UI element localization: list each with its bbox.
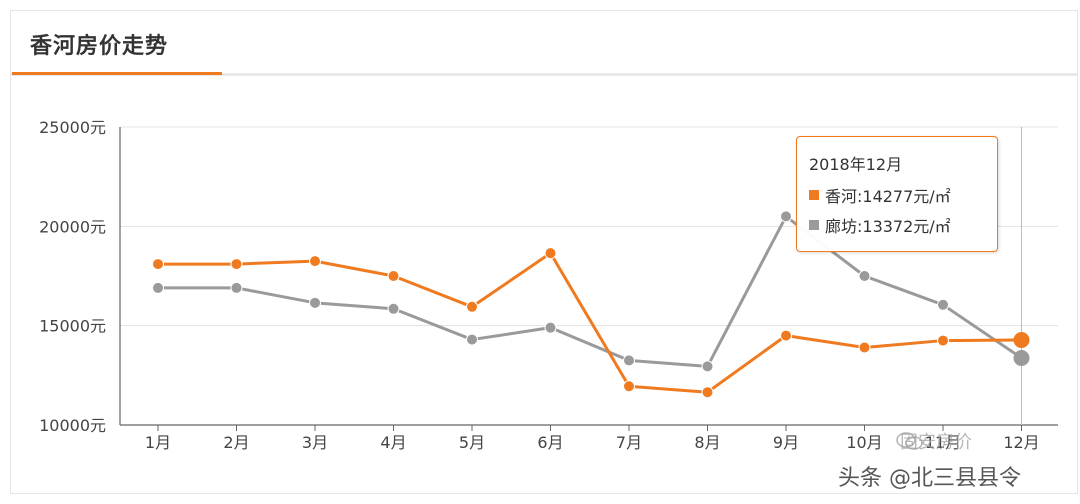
- data-point-xianghe: [152, 258, 164, 271]
- x-tick-label: 6月: [537, 433, 563, 452]
- wechat-icon: [896, 432, 923, 450]
- tooltip-row-xianghe: 香河:14277元/㎡: [809, 183, 985, 207]
- data-point-xianghe: [387, 270, 400, 282]
- page-title: 香河房价走势: [30, 34, 169, 59]
- data-point-langfang: [780, 210, 792, 223]
- data-point-langfang: [937, 298, 949, 311]
- tooltip-row-langfang: 廊坊:13372元/㎡: [809, 213, 985, 237]
- data-point-langfang: [623, 354, 635, 367]
- data-point-langfang: [466, 333, 478, 346]
- y-tick-label: 15000元: [39, 317, 106, 336]
- data-point-langfang: [230, 281, 243, 294]
- chart-tooltip: 2018年12月 香河:14277元/㎡ 廊坊:13372元/㎡: [796, 136, 998, 252]
- data-point-langfang: [387, 302, 400, 315]
- chart-card: [10, 10, 1078, 494]
- data-point-xianghe: [623, 380, 635, 393]
- y-tick-label: 25000元: [39, 118, 106, 137]
- tooltip-value-xianghe: 香河:14277元/㎡: [825, 187, 951, 206]
- data-point-langfang: [309, 296, 321, 309]
- title-underline: [12, 72, 222, 75]
- card-header: [10, 10, 1078, 76]
- series-line-langfang: [158, 214, 1023, 368]
- x-tick-label: 2月: [223, 433, 249, 452]
- y-tick-label: 10000元: [39, 416, 106, 435]
- data-point-langfang: [701, 360, 714, 373]
- data-point-langfang: [544, 321, 557, 334]
- x-tick-label: 7月: [616, 433, 642, 452]
- tooltip-title: 2018年12月: [809, 155, 903, 174]
- data-point-langfang: [152, 281, 164, 294]
- data-point-langfang: [858, 270, 871, 282]
- x-tick-label: 3月: [302, 433, 328, 452]
- data-point-xianghe: [780, 329, 792, 342]
- y-tick-label: 20000元: [39, 217, 106, 236]
- data-point-xianghe: [544, 247, 557, 260]
- data-point-xianghe: [466, 300, 478, 313]
- data-point-xianghe: [858, 341, 871, 354]
- x-tick-label: 12月: [1003, 433, 1039, 452]
- x-tick-label: 11月: [925, 433, 961, 452]
- x-tick-label: 8月: [694, 433, 720, 452]
- x-tick-label: 9月: [773, 433, 799, 452]
- data-point-xianghe: [937, 334, 949, 347]
- series-line-xianghe: [158, 251, 1022, 394]
- data-point-xianghe: [309, 255, 321, 268]
- watermark-sub: 固安房价: [900, 432, 972, 453]
- data-point-xianghe: [1013, 332, 1030, 349]
- watermark: 头条 @北三县县令: [838, 466, 1021, 491]
- data-point-xianghe: [230, 258, 243, 271]
- x-tick-label: 10月: [846, 433, 882, 452]
- data-point-langfang: [1013, 350, 1030, 367]
- tooltip-value-langfang: 廊坊:13372元/㎡: [825, 217, 951, 236]
- x-tick-label: 1月: [145, 433, 171, 452]
- legend-swatch-langfang: [809, 220, 819, 230]
- x-tick-label: 4月: [380, 433, 406, 452]
- data-point-xianghe: [701, 386, 714, 399]
- x-tick-label: 5月: [459, 433, 485, 452]
- legend-swatch-xianghe: [809, 190, 819, 200]
